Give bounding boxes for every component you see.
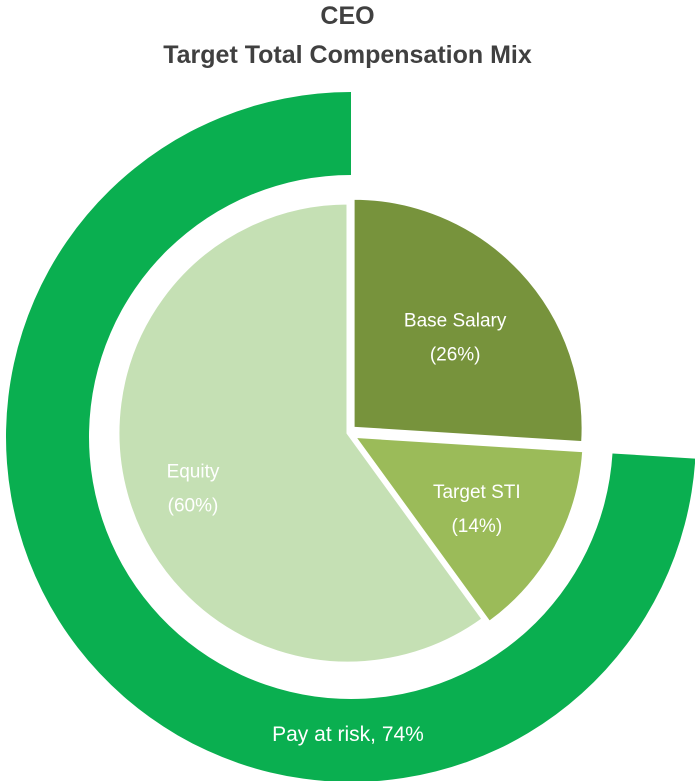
pie-slice-base-salary (351, 196, 585, 445)
pay-at-risk-label: Pay at risk, 74% (272, 723, 424, 746)
slice-label-target-sti: Target STI (433, 482, 521, 503)
pie-slices (116, 196, 586, 665)
pie-slice-target-sti (351, 434, 586, 625)
chart-labels: Pay at risk, 74% Base Salary (26%) Target S… (167, 310, 521, 746)
slice-value-base-salary: (26%) (430, 344, 481, 365)
pie-slice-equity (116, 201, 486, 665)
chart-title: CEO (320, 2, 375, 30)
slice-label-base-salary: Base Salary (404, 310, 507, 331)
slice-value-equity: (60%) (168, 495, 219, 516)
chart-subtitle: Target Total Compensation Mix (163, 41, 532, 69)
slice-label-equity: Equity (167, 461, 220, 482)
slice-value-target-sti: (14%) (451, 516, 502, 537)
